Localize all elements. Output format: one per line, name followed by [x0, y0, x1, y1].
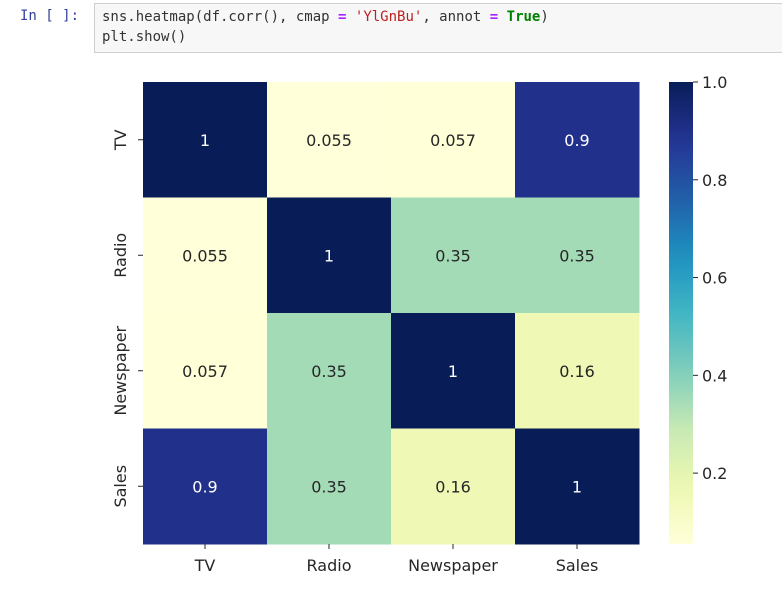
x-tick-label: TV — [194, 556, 216, 575]
cell-annotation: 0.057 — [182, 362, 228, 381]
code-token-call: sns.heatmap(df.corr(), cmap — [102, 9, 339, 25]
y-tick-label: Radio — [111, 233, 130, 278]
cell-annotation: 0.055 — [182, 246, 228, 265]
notebook-cell: In [ ]: sns.heatmap(df.corr(), cmap = 'Y… — [0, 0, 782, 56]
cell-annotation: 0.16 — [435, 477, 471, 496]
x-tick-label: Radio — [307, 556, 352, 575]
y-tick-label: TV — [111, 129, 130, 151]
colorbar-tick-label: 0.4 — [702, 366, 727, 385]
code-token-equals: = — [489, 9, 499, 25]
cell-annotation: 0.35 — [435, 246, 471, 265]
heatmap-cell — [267, 428, 392, 545]
heatmap-cell — [391, 428, 516, 545]
y-tick-label: Sales — [111, 465, 130, 508]
code-line-2: plt.show() — [102, 29, 187, 45]
heatmap-cell — [143, 82, 268, 198]
x-tick-label: Newspaper — [408, 556, 498, 575]
code-token-annot: , annot — [422, 9, 490, 25]
heatmap-cell — [267, 197, 392, 314]
cell-annotation: 0.9 — [192, 477, 217, 496]
cell-annotation: 1 — [324, 246, 334, 265]
heatmap-cell — [391, 197, 516, 314]
colorbar-tick-label: 0.6 — [702, 269, 727, 288]
heatmap-cell — [143, 313, 268, 429]
heatmap-cell — [515, 197, 640, 314]
cell-annotation: 1 — [572, 477, 582, 496]
code-token-string: 'YlGnBu' — [354, 9, 423, 25]
heatmap-cell — [391, 313, 516, 429]
heatmap-cell — [143, 428, 268, 545]
colorbar-tick-label: 0.8 — [702, 171, 727, 190]
cell-annotation: 0.057 — [430, 131, 476, 150]
cell-prompt: In [ ]: — [20, 8, 80, 24]
cell-annotation: 0.055 — [306, 131, 352, 150]
cell-annotation: 0.35 — [559, 246, 595, 265]
heatmap-cell — [267, 313, 392, 429]
code-token-keyword: True — [506, 9, 541, 25]
cell-annotation: 0.35 — [311, 477, 347, 496]
heatmap-cell — [143, 197, 268, 314]
heatmap-cell — [515, 82, 640, 198]
heatmap-cell — [515, 313, 640, 429]
colorbar-tick-label: 0.2 — [702, 464, 727, 483]
heatmap-cell — [267, 82, 392, 198]
cell-annotation: 1 — [448, 362, 458, 381]
heatmap-cell — [391, 82, 516, 198]
y-tick-label: Newspaper — [111, 325, 130, 415]
cell-annotation: 0.9 — [564, 131, 589, 150]
colorbar — [669, 82, 693, 544]
cell-annotation: 0.16 — [559, 362, 595, 381]
code-editor[interactable]: sns.heatmap(df.corr(), cmap = 'YlGnBu', … — [94, 3, 782, 53]
code-line-1: sns.heatmap(df.corr(), cmap = 'YlGnBu', … — [102, 9, 549, 25]
cell-annotation: 1 — [200, 131, 210, 150]
colorbar-tick-label: 1.0 — [702, 73, 727, 92]
x-tick-label: Sales — [556, 556, 599, 575]
code-token-equals: = — [338, 9, 347, 25]
cell-annotation: 0.35 — [311, 362, 347, 381]
heatmap-cell — [515, 428, 640, 545]
code-token-close: ) — [540, 9, 549, 25]
